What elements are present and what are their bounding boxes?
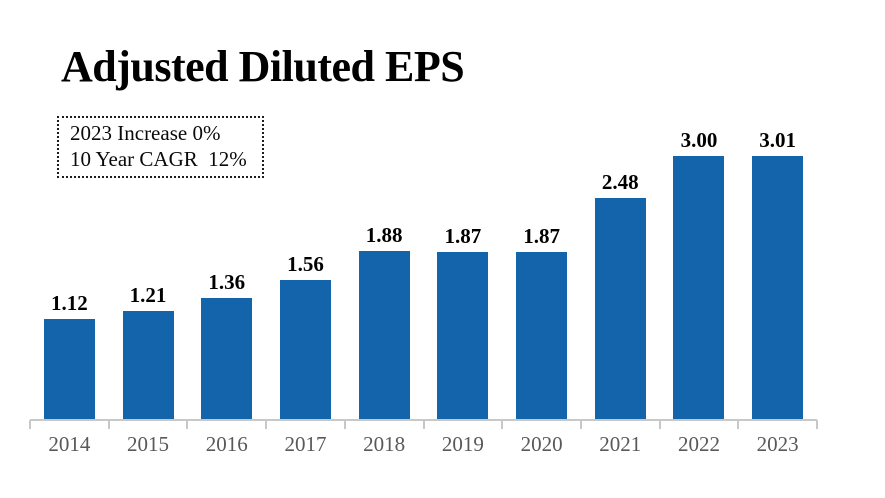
bar-slot-2015: 1.21 xyxy=(109,129,188,419)
x-axis-label-2022: 2022 xyxy=(677,432,720,456)
x-tick xyxy=(29,420,31,429)
bar-2023 xyxy=(752,156,804,419)
x-axis-labels: 2014 2015 2016 2017 2018 2019 2020 2021 2022 2023 xyxy=(30,432,817,457)
x-axis-label-2019: 2019 xyxy=(441,432,484,456)
bar-value-label: 1.21 xyxy=(129,283,167,307)
bar-value-label: 1.12 xyxy=(50,291,88,315)
bar-value-label: 1.87 xyxy=(523,224,560,248)
x-axis-label-2014: 2014 xyxy=(48,432,91,456)
x-tick xyxy=(501,420,504,429)
bar-value-label: 3.00 xyxy=(680,128,718,152)
bars-container: 1.12 1.21 1.36 1.56 1.88 1.87 1.87 2.48 3.00 3.01 xyxy=(30,129,817,419)
bar-2018 xyxy=(358,251,410,419)
x-tick xyxy=(422,420,425,429)
bar-slot-2023: 3.01 xyxy=(738,129,817,419)
x-tick xyxy=(107,420,110,429)
bar-slot-2022: 3.00 xyxy=(660,129,739,419)
x-axis-label-2015: 2015 xyxy=(127,432,170,456)
x-axis-label-2017: 2017 xyxy=(284,432,327,456)
x-axis-label-2023: 2023 xyxy=(756,432,799,456)
x-axis-label-2016: 2016 xyxy=(205,432,248,456)
x-tick xyxy=(186,420,189,429)
bar-value-label: 2.48 xyxy=(601,170,639,194)
bar-slot-2020: 1.87 xyxy=(502,129,581,419)
bar-value-label: 1.87 xyxy=(444,224,482,248)
bar-2015 xyxy=(122,311,174,419)
bar-slot-2017: 1.56 xyxy=(266,129,345,419)
bar-value-label: 3.01 xyxy=(759,128,797,152)
x-tick xyxy=(265,420,268,429)
bar-2020 xyxy=(516,252,568,419)
bar-slot-2021: 2.48 xyxy=(581,129,660,419)
annotation-box: 2023 Increase 0% 10 Year CAGR 12% xyxy=(57,116,264,178)
bar-2016 xyxy=(201,298,253,419)
x-axis-label-2021: 2021 xyxy=(599,432,642,456)
bar-value-label: 1.36 xyxy=(208,270,246,294)
bar-slot-2016: 1.36 xyxy=(187,129,266,419)
bar-2017 xyxy=(279,280,331,419)
bar-2021 xyxy=(594,198,646,419)
x-axis-label-2018: 2018 xyxy=(363,432,406,456)
x-tick xyxy=(579,420,582,429)
bar-2022 xyxy=(673,156,725,419)
plot-area: 1.12 1.21 1.36 1.56 1.88 1.87 1.87 2.48 3.00 3.01… xyxy=(29,129,818,460)
x-tick xyxy=(737,420,740,429)
x-tick xyxy=(658,420,661,429)
annotation-increase: 2023 Increase 0% xyxy=(70,121,221,145)
bar-slot-2019: 1.87 xyxy=(424,129,503,419)
bar-slot-2014: 1.12 xyxy=(30,129,109,419)
annotation-cagr: 10 Year CAGR 12% xyxy=(70,147,247,171)
x-axis-label-2020: 2020 xyxy=(520,432,563,456)
bar-2019 xyxy=(437,252,489,419)
bar-value-label: 1.56 xyxy=(287,252,324,276)
chart-title: Adjusted Diluted EPS xyxy=(61,42,465,91)
bar-2014 xyxy=(43,319,95,419)
bar-value-label: 1.88 xyxy=(365,223,403,247)
x-tick xyxy=(816,420,818,429)
x-tick xyxy=(343,420,346,429)
bar-slot-2018: 1.88 xyxy=(345,129,424,419)
